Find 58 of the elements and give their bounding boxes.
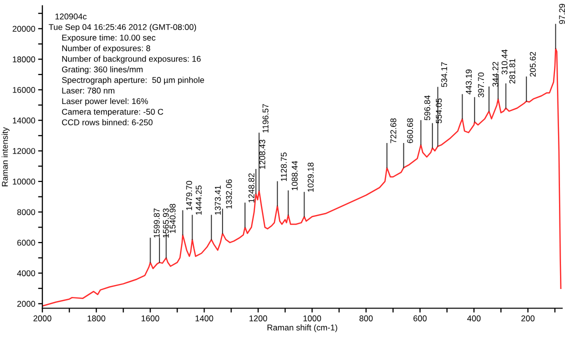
annotation: 344.22 xyxy=(492,62,498,87)
annotation: 1599.87 xyxy=(154,208,160,238)
annotation: Camera temperature: -50 C xyxy=(62,108,164,116)
annotation: 205.62 xyxy=(530,52,536,77)
annotation: 660.68 xyxy=(407,118,414,144)
annotation: Spectrograph aperture: 50 µm pinhole xyxy=(62,76,204,85)
annotation: 1029.18 xyxy=(308,162,314,192)
annotation: 443.19 xyxy=(466,70,472,94)
x-tick-label: 2000 xyxy=(34,315,52,322)
annotation: 1540.98 xyxy=(170,204,176,233)
annotation: 397.70 xyxy=(478,72,484,98)
annotation: Tue Sep 04 16:25:46 2012 (GMT-08:00) xyxy=(48,24,196,32)
annotation: 97.29 xyxy=(559,4,565,24)
y-tick-label: 4000 xyxy=(17,270,36,276)
annotation: 1332.06 xyxy=(226,179,232,209)
annotation: Number of background exposures: 16 xyxy=(62,56,201,64)
annotation: Number of exposures: 8 xyxy=(62,45,150,53)
y-tick-label: 18000 xyxy=(12,56,36,62)
y-tick-label: 10000 xyxy=(12,178,36,185)
annotation: 1248.82 xyxy=(248,173,254,202)
annotation: 1479.70 xyxy=(186,180,192,210)
y-tick-label: 12000 xyxy=(12,148,36,154)
annotation: Laser: 780 nm xyxy=(62,88,114,94)
annotation: CCD rows binned: 6-250 xyxy=(62,119,153,126)
annotation: Exposure time: 10.00 sec xyxy=(62,34,156,42)
x-axis-title: Raman shift (cm-1) xyxy=(268,324,338,332)
annotation: 281.81 xyxy=(509,58,516,84)
annotation: 1128.75 xyxy=(280,152,287,182)
annotation: 1444.25 xyxy=(196,186,202,215)
x-tick-label: 400 xyxy=(467,315,481,322)
x-tick-label: 600 xyxy=(413,315,427,322)
y-tick-label: 20000 xyxy=(12,26,36,32)
x-tick-label: 1800 xyxy=(88,315,106,322)
x-tick-label: 1400 xyxy=(196,315,214,322)
annotation: 1565.93 xyxy=(162,208,169,238)
annotation: 1373.41 xyxy=(214,186,221,215)
y-axis-title: Raman intensity xyxy=(2,127,10,186)
y-tick-label: 8000 xyxy=(17,209,36,216)
annotation: 554.05 xyxy=(436,98,442,124)
annotation: Grating: 360 lines/mm xyxy=(62,66,143,74)
annotation: 596.84 xyxy=(424,95,430,120)
annotation: Laser power level: 16% xyxy=(62,98,148,106)
annotation: 120904c xyxy=(55,14,87,20)
x-tick-label: 1200 xyxy=(250,315,268,322)
annotation: 534.17 xyxy=(441,62,448,87)
annotation: 310.44 xyxy=(502,50,508,74)
y-tick-label: 2000 xyxy=(17,300,36,307)
annotation: 1088.44 xyxy=(292,160,298,190)
x-tick-label: 800 xyxy=(359,315,373,322)
annotation: 722.68 xyxy=(390,118,396,144)
x-tick-label: 1000 xyxy=(303,315,322,322)
x-tick-label: 200 xyxy=(521,315,535,322)
x-tick-label: 1600 xyxy=(142,315,160,322)
annotation: 1196.57 xyxy=(262,104,268,133)
annotation: 1208.43 xyxy=(259,140,266,169)
y-tick-label: 14000 xyxy=(12,118,36,124)
y-tick-label: 6000 xyxy=(17,240,36,246)
y-tick-label: 16000 xyxy=(12,86,36,93)
